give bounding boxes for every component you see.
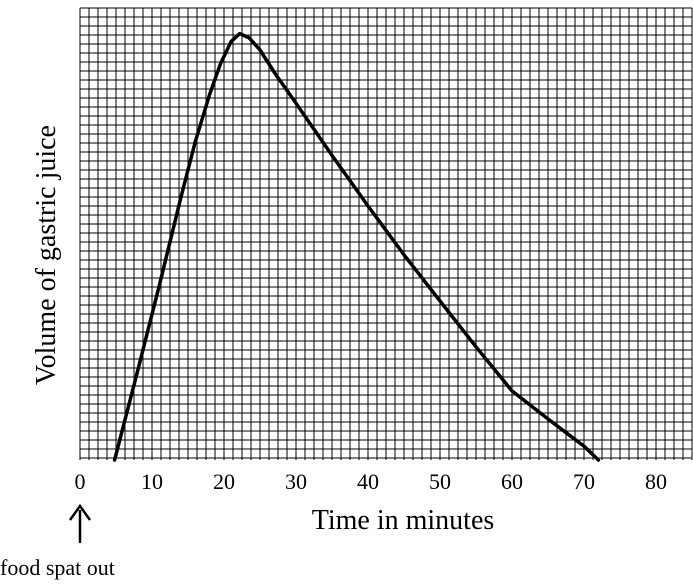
x-tick-label: 80 <box>645 469 667 494</box>
x-tick-label: 40 <box>357 469 379 494</box>
x-tick-label: 60 <box>501 469 523 494</box>
x-tick-label: 10 <box>141 469 163 494</box>
food-spat-out-arrow <box>68 503 92 543</box>
x-axis-title: Time in minutes <box>312 505 495 536</box>
x-tick-label: 0 <box>75 469 86 494</box>
food-spat-out-label: food spat out <box>0 555 115 580</box>
x-tick-label: 20 <box>213 469 235 494</box>
x-tick-label: 50 <box>429 469 451 494</box>
x-tick-label: 70 <box>573 469 595 494</box>
series-line <box>112 31 601 462</box>
x-tick-label: 30 <box>285 469 307 494</box>
x-tick-labels: 0 10 20 30 40 50 60 70 80 <box>75 469 668 494</box>
y-axis-title: Volume of gastric juice <box>31 125 62 385</box>
grid <box>79 7 693 460</box>
